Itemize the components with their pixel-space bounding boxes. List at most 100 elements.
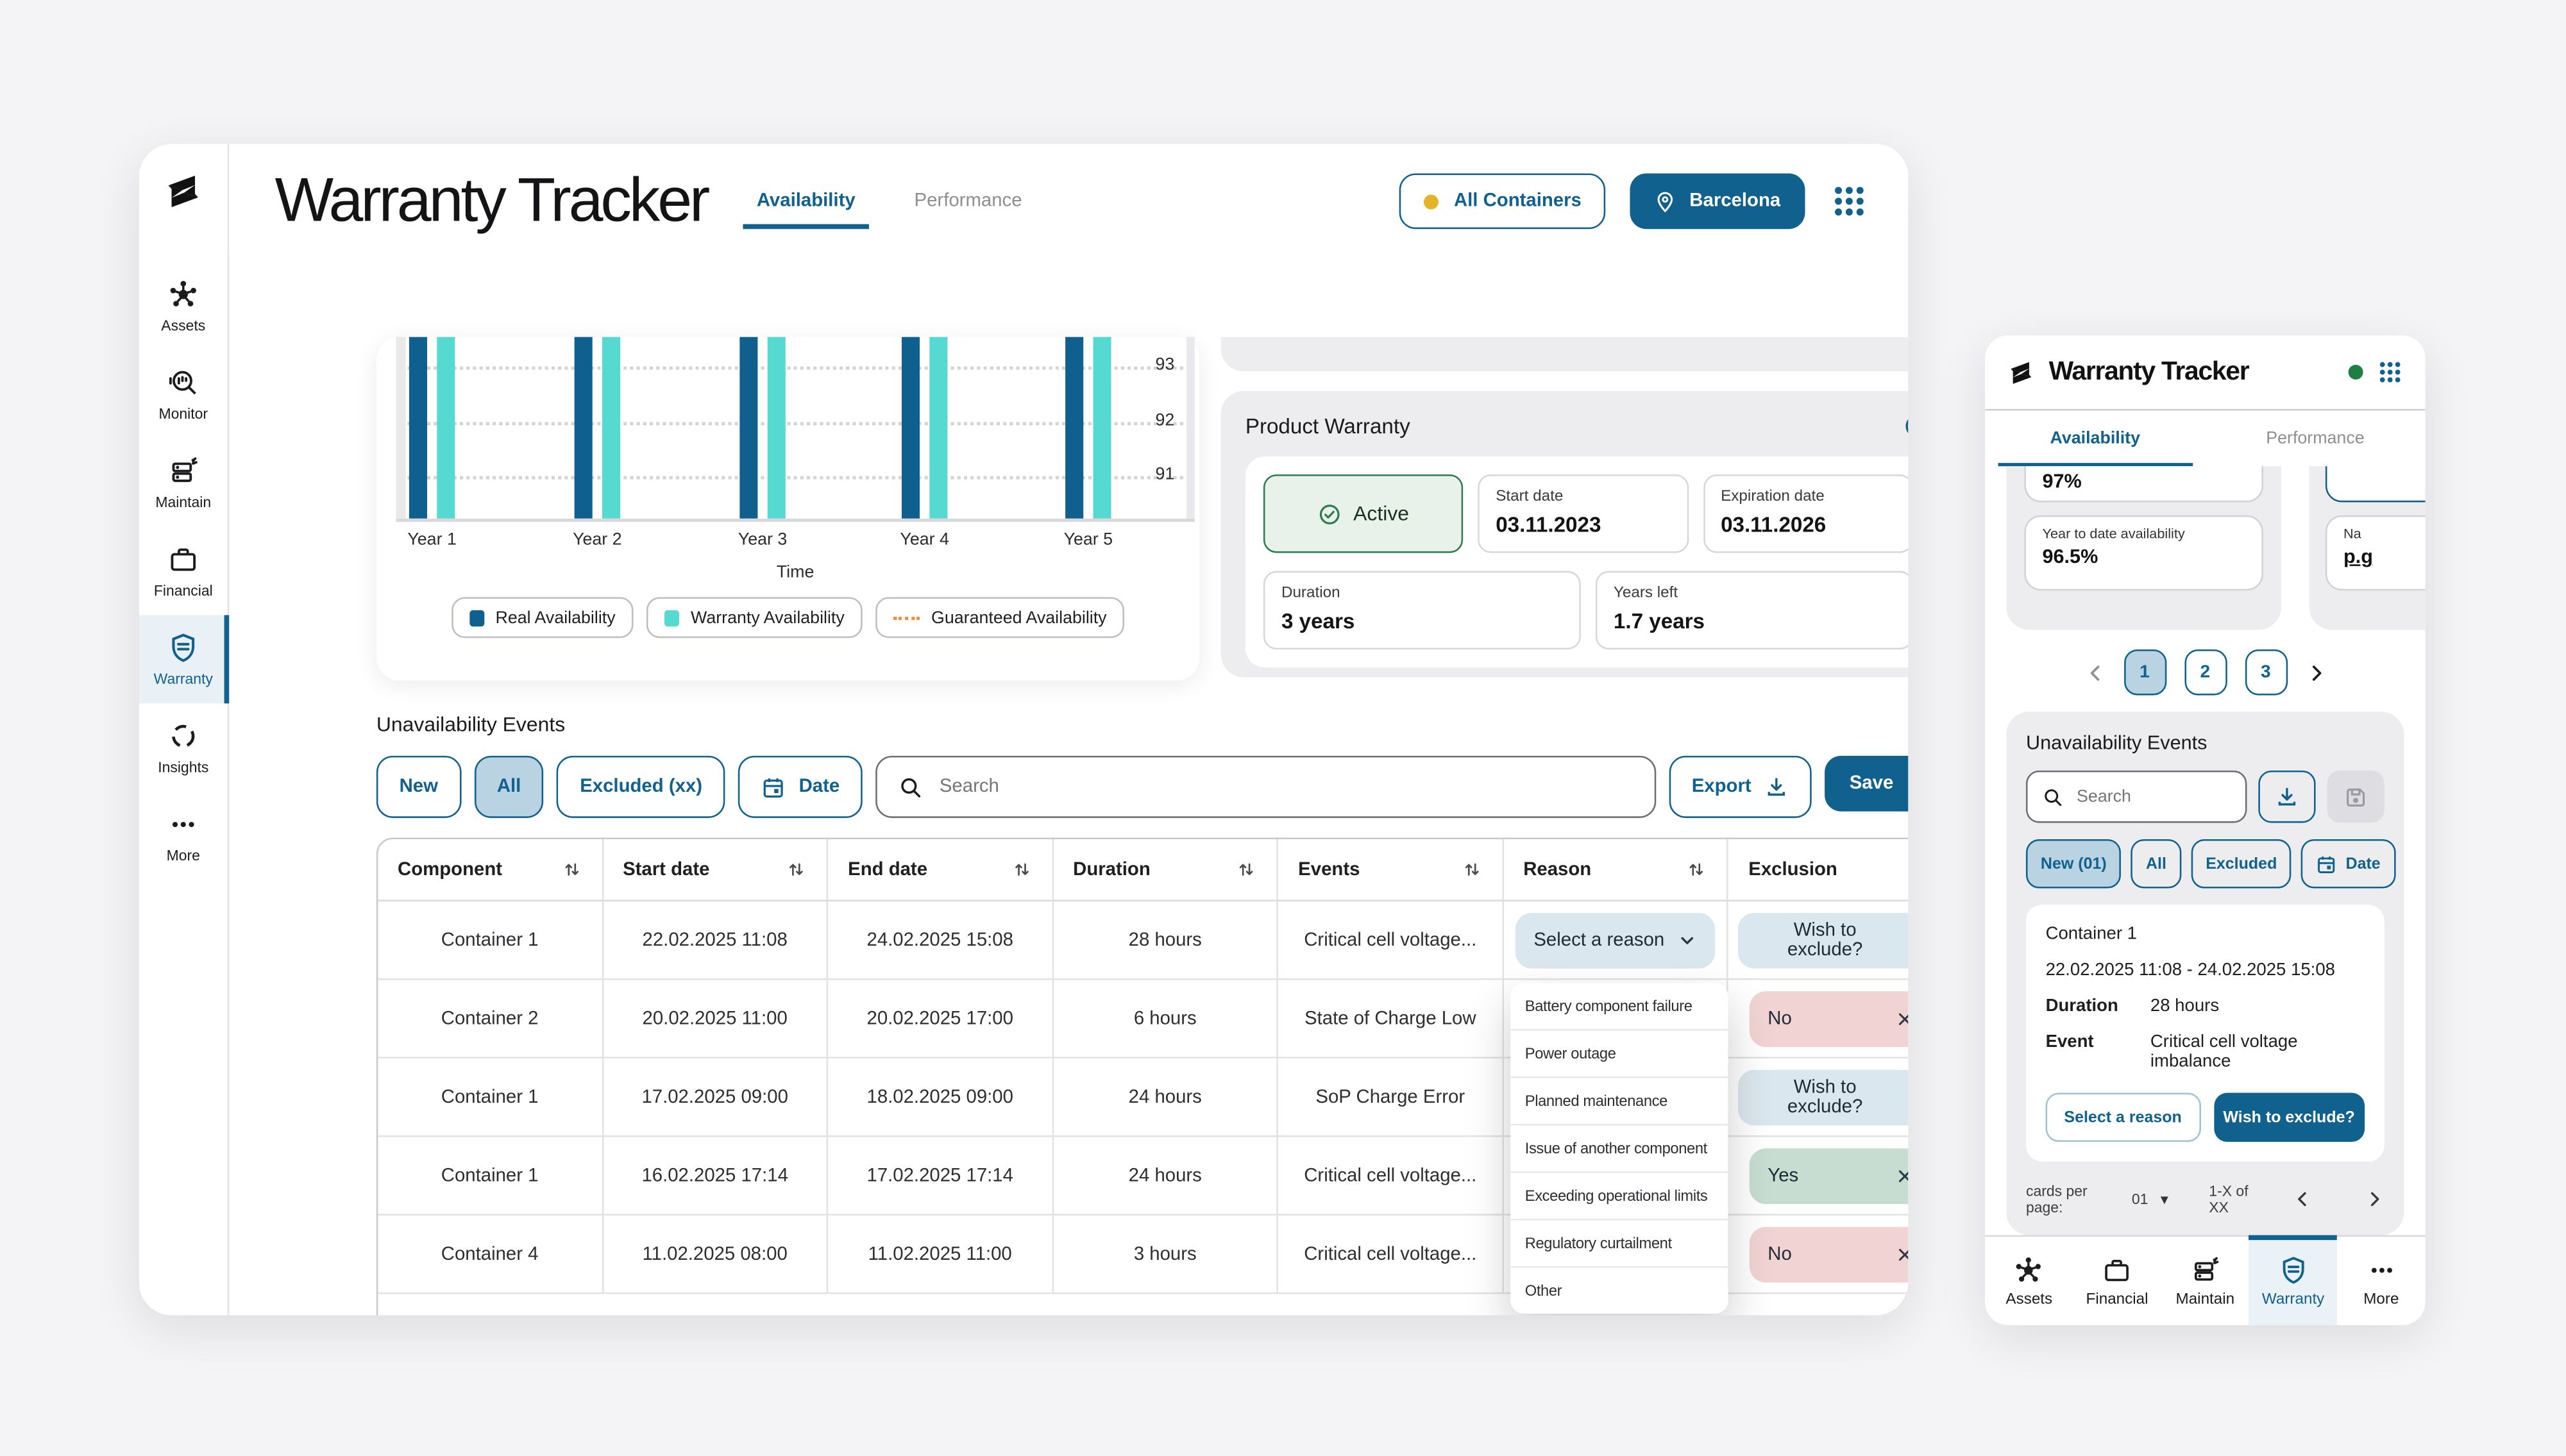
bar-real-year4	[901, 337, 920, 519]
filter-date-button[interactable]: Date	[738, 755, 863, 818]
shield-icon	[2277, 1255, 2308, 1285]
monitor-icon	[167, 367, 199, 399]
close-icon[interactable]	[1895, 1008, 1909, 1028]
download-icon	[1764, 774, 1789, 799]
sidebar-item-assets[interactable]: Assets	[139, 262, 228, 350]
cell-duration: 28 hours	[1054, 901, 1279, 978]
column-header-exclusion[interactable]: Exclusion	[1729, 839, 1909, 900]
warranty-status-badge[interactable]: Active	[1263, 474, 1464, 553]
sidebar-item-warranty[interactable]: Warranty	[139, 615, 230, 704]
filter-all-button[interactable]: All	[2131, 839, 2181, 889]
column-header-events[interactable]: Events	[1279, 839, 1504, 900]
reason-option[interactable]: Exceeding operational limits	[1510, 1173, 1728, 1221]
info-icon[interactable]	[1903, 412, 1909, 440]
nav-item-more[interactable]: More	[2337, 1237, 2425, 1325]
legend-real-availability[interactable]: Real Availability	[451, 597, 634, 639]
apps-grid-icon[interactable]	[2376, 358, 2404, 386]
select-reason-button[interactable]: Select a reason	[2045, 1092, 2200, 1142]
filter-date-button[interactable]: Date	[2301, 839, 2395, 889]
nav-item-label: Assets	[2005, 1291, 2053, 1309]
sidebar-item-financial[interactable]: Financial	[139, 527, 228, 615]
close-icon[interactable]	[1895, 1244, 1909, 1264]
nav-item-financial[interactable]: Financial	[2073, 1237, 2161, 1325]
filter-new-button[interactable]: New	[376, 755, 461, 818]
page-button-2[interactable]: 2	[2184, 649, 2227, 696]
column-header-end-date[interactable]: End date	[828, 839, 1054, 900]
legend-guaranteed-availability[interactable]: Guaranteed Availability	[875, 597, 1125, 639]
cards-per-page-select[interactable]: 01 ▼	[2131, 1191, 2171, 1208]
events-toolbar: New All Excluded (xx) Date Export	[376, 755, 1909, 818]
tab-availability[interactable]: Availability	[1985, 410, 2205, 467]
search-field[interactable]	[875, 755, 1656, 818]
reason-option[interactable]: Other	[1510, 1268, 1728, 1314]
chevron-down-icon	[1907, 930, 1909, 950]
availability-chart-card: 93 92 91 Year 1 Year 2 Year 3 Year 4 Yea…	[376, 337, 1200, 681]
tab-performance[interactable]: Performance	[914, 190, 1022, 210]
cell-start: 20.02.2025 11:00	[603, 980, 829, 1057]
unavailability-events-section: Unavailability Events New All Excluded (…	[376, 710, 1909, 1316]
exclusion-select[interactable]: Wish to exclude?	[1738, 1069, 1909, 1125]
reason-option[interactable]: Issue of another component	[1510, 1125, 1728, 1173]
sidebar-item-maintain[interactable]: Maintain	[139, 439, 228, 527]
stat-link[interactable]: p.g	[2343, 544, 2373, 568]
close-icon[interactable]	[1895, 1166, 1909, 1185]
reason-option[interactable]: Planned maintenance	[1510, 1078, 1728, 1126]
reason-option[interactable]: Power outage	[1510, 1030, 1728, 1078]
next-page-button[interactable]	[2365, 1189, 2385, 1209]
sort-icon	[1011, 859, 1032, 880]
legend-warranty-availability[interactable]: Warranty Availability	[646, 597, 863, 639]
mobile-cards-pagination: cards per page: 01 ▼ 1-X of XX	[2026, 1183, 2385, 1216]
exclusion-badge-no[interactable]: No	[1750, 1226, 1909, 1282]
cell-component: Container 2	[378, 980, 604, 1057]
next-page-button[interactable]	[2305, 662, 2326, 683]
sidebar-item-insights[interactable]: Insights	[139, 703, 228, 792]
save-button-disabled[interactable]	[2327, 770, 2385, 823]
page-button-1[interactable]: 1	[2123, 649, 2166, 696]
chevron-down-icon	[1678, 930, 1698, 950]
cell-event: State of Charge Low	[1279, 980, 1504, 1057]
column-header-duration[interactable]: Duration	[1054, 839, 1279, 900]
bar-real-year3	[739, 337, 758, 519]
x-axis-title: Time	[776, 562, 815, 583]
filter-all-button[interactable]: All	[474, 755, 544, 818]
bar-warranty-year4	[929, 337, 948, 519]
exclusion-badge-no[interactable]: No	[1750, 991, 1909, 1046]
filter-excluded-button[interactable]: Excluded	[2191, 839, 2292, 889]
sidebar-item-more[interactable]: More	[139, 792, 228, 880]
download-button[interactable]	[2258, 770, 2316, 823]
tab-performance[interactable]: Performance	[2266, 428, 2365, 449]
stat-card-partial-right: Na p.g	[2325, 515, 2426, 591]
all-containers-button[interactable]: All Containers	[1399, 173, 1607, 230]
nav-item-assets[interactable]: Assets	[1985, 1237, 2073, 1325]
previous-page-button[interactable]	[2292, 1189, 2312, 1209]
more-icon	[2366, 1255, 2397, 1285]
events-section-title: Unavailability Events	[2025, 731, 2207, 755]
column-header-reason[interactable]: Reason	[1504, 839, 1729, 900]
filter-new-button[interactable]: New (01)	[2025, 839, 2122, 889]
exclusion-badge-yes[interactable]: Yes	[1750, 1147, 1909, 1203]
nav-item-warranty[interactable]: Warranty	[2249, 1235, 2338, 1325]
search-field[interactable]	[2025, 770, 2247, 823]
nav-item-maintain[interactable]: Maintain	[2161, 1237, 2249, 1325]
column-header-start-date[interactable]: Start date	[603, 839, 829, 900]
tab-availability[interactable]: Availability	[743, 190, 869, 228]
reason-option[interactable]: Regulatory curtailment	[1510, 1220, 1728, 1268]
column-header-component[interactable]: Component	[378, 839, 604, 900]
previous-page-button[interactable]	[2084, 662, 2106, 683]
search-input[interactable]	[2077, 787, 2231, 807]
insights-icon	[167, 720, 199, 753]
reason-select[interactable]: Select a reason	[1515, 912, 1716, 968]
exclusion-select[interactable]: Wish to exclude?	[1738, 912, 1909, 968]
wish-to-exclude-button[interactable]: Wish to exclude?	[2213, 1092, 2365, 1142]
x-tick: Year 2	[573, 530, 622, 550]
save-button[interactable]: Save	[1825, 755, 1909, 812]
sidebar-item-monitor[interactable]: Monitor	[139, 350, 228, 439]
search-input[interactable]	[939, 777, 1633, 797]
filter-excluded-button[interactable]: Excluded (xx)	[557, 755, 725, 818]
page-button-3[interactable]: 3	[2244, 649, 2287, 696]
location-button[interactable]: Barcelona	[1630, 173, 1805, 230]
duration-field: Duration 3 years	[1263, 571, 1581, 650]
export-button[interactable]: Export	[1668, 755, 1812, 818]
reason-option[interactable]: Battery component failure	[1510, 983, 1728, 1031]
apps-grid-icon[interactable]	[1830, 181, 1869, 221]
